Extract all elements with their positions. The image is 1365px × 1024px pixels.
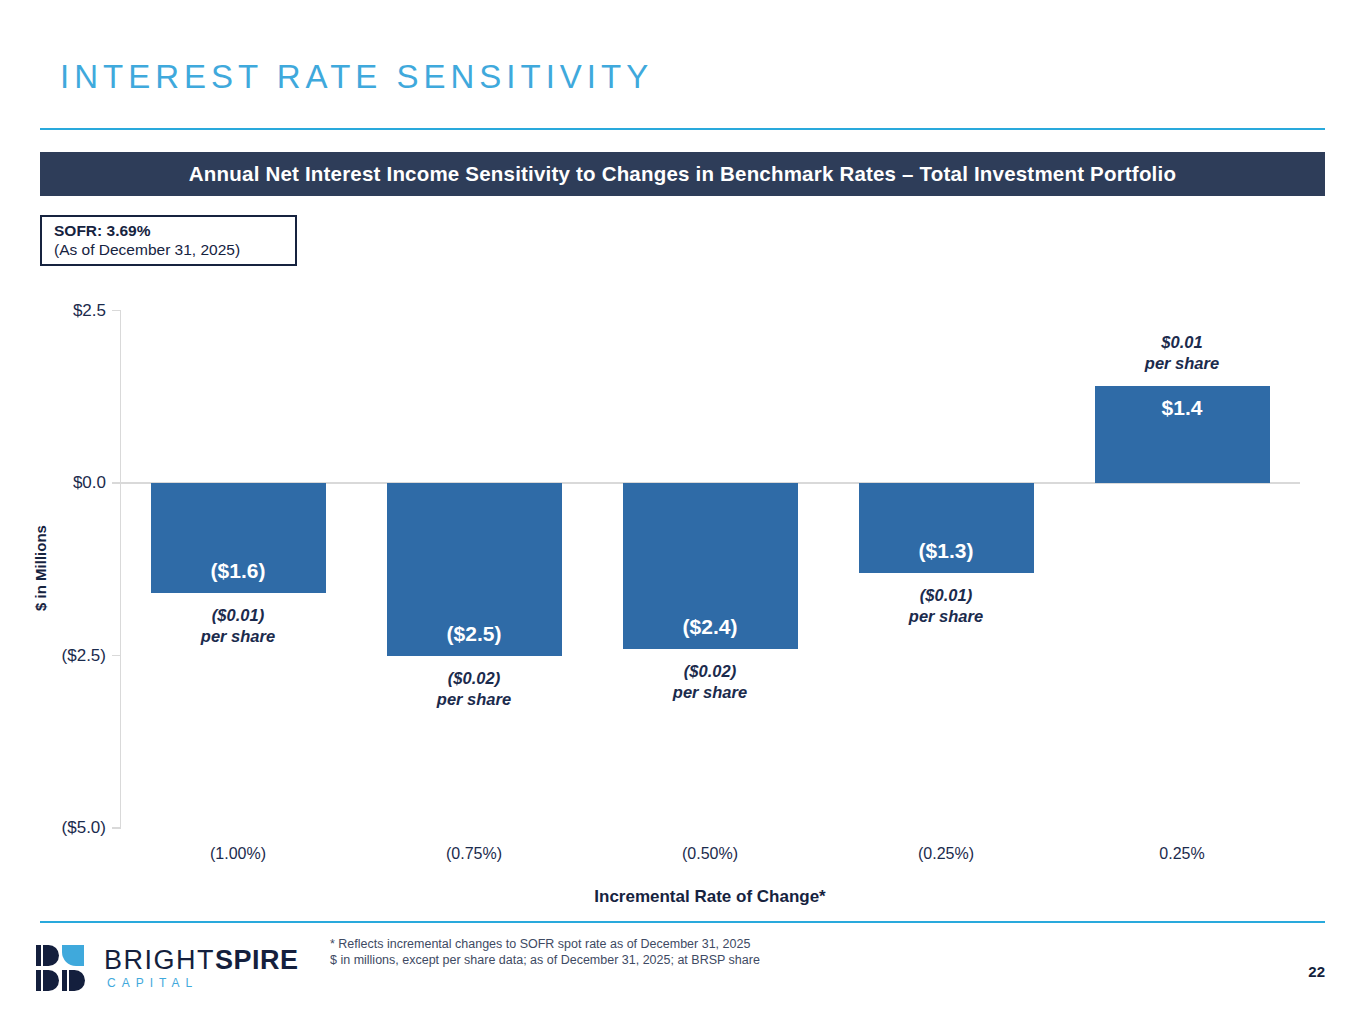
y-tick-label: ($5.0): [0, 816, 106, 840]
y-tick-mark: [112, 310, 121, 312]
bar: ($1.6): [151, 483, 326, 593]
logo-shape: [62, 970, 67, 991]
logo-shape: [43, 945, 59, 966]
y-tick-mark: [112, 655, 121, 657]
y-tick-label: $0.0: [0, 471, 106, 495]
bar: ($2.5): [387, 483, 562, 656]
brightspire-logo: BRIGHTSPIRE CAPITAL: [36, 943, 296, 998]
bar-value-label: ($1.6): [151, 559, 326, 583]
bar-value-label: ($1.3): [859, 539, 1034, 563]
logo-shape: [69, 970, 85, 991]
per-share-label: ($0.02)per share: [437, 668, 511, 710]
y-axis-title: $ in Millions: [32, 525, 49, 611]
x-category-label: (0.75%): [446, 845, 502, 863]
per-share-label: ($0.01)per share: [909, 585, 983, 627]
x-category-label: (0.50%): [682, 845, 738, 863]
x-category-label: (0.25%): [918, 845, 974, 863]
x-category-label: (1.00%): [210, 845, 266, 863]
footnotes: * Reflects incremental changes to SOFR s…: [330, 937, 760, 968]
logo-shape: [36, 970, 41, 991]
y-tick-label: ($2.5): [0, 644, 106, 668]
per-share-label: $0.01per share: [1145, 332, 1219, 374]
bar: ($1.3): [859, 483, 1034, 573]
bar-value-label: ($2.5): [387, 622, 562, 646]
logo-shape: [43, 970, 59, 991]
page-number: 22: [1308, 963, 1325, 980]
bar: ($2.4): [623, 483, 798, 649]
logo-wordmark: BRIGHTSPIRE: [104, 945, 299, 976]
y-tick-label: $2.5: [0, 299, 106, 323]
footer-rule-divider: [40, 921, 1325, 923]
logo-shape: [36, 945, 41, 966]
logo-wordmark-spire: SPIRE: [215, 945, 299, 975]
brightspire-logo-icon: [36, 945, 84, 992]
footnote-line-1: * Reflects incremental changes to SOFR s…: [330, 937, 760, 953]
footnote-line-2: $ in millions, except per share data; as…: [330, 953, 760, 969]
y-tick-mark: [112, 482, 121, 484]
logo-shape: [62, 945, 84, 966]
per-share-label: ($0.01)per share: [201, 605, 275, 647]
logo-wordmark-bright: BRIGHT: [104, 945, 215, 975]
logo-capital-subtext: CAPITAL: [107, 976, 198, 990]
per-share-label: ($0.02)per share: [673, 661, 747, 703]
y-tick-mark: [112, 827, 121, 829]
x-axis-title: Incremental Rate of Change*: [594, 887, 825, 907]
bar-value-label: ($2.4): [623, 615, 798, 639]
x-category-label: 0.25%: [1159, 845, 1204, 863]
bar-value-label: $1.4: [1095, 396, 1270, 420]
bar-chart: $ in Millions $2.5 $0.0 ($2.5) ($5.0) ($1.6…: [0, 0, 1365, 1024]
slide: INTEREST RATE SENSITIVITY Annual Net Int…: [0, 0, 1365, 1024]
bar: $1.4: [1095, 386, 1270, 483]
y-axis-line: [120, 310, 121, 829]
